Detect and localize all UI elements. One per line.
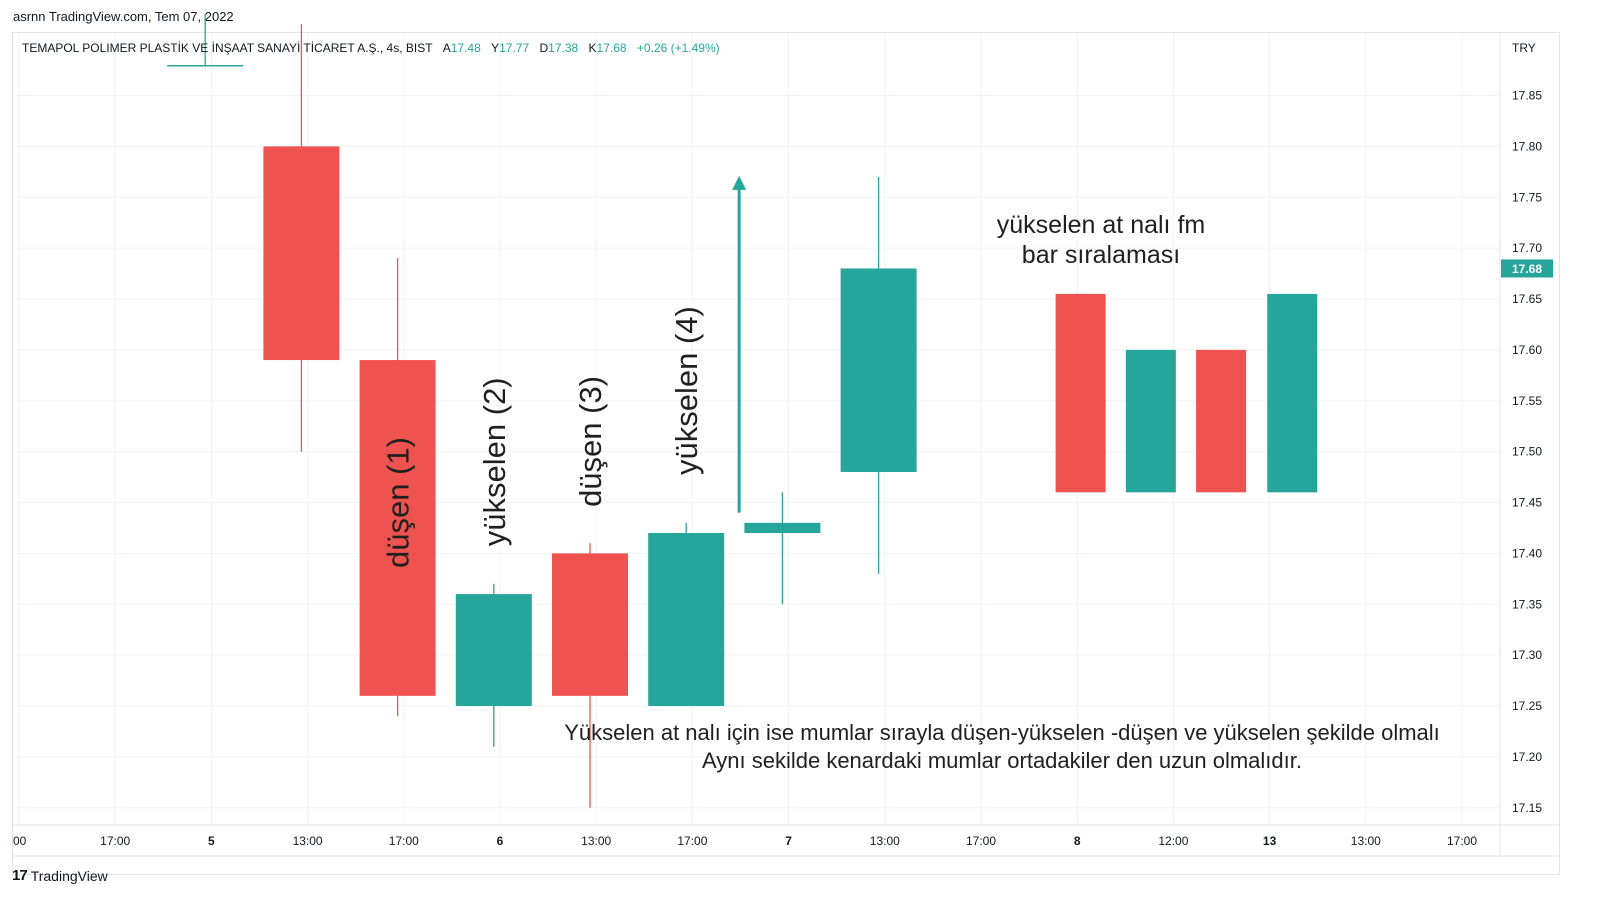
illustration-bar bbox=[1055, 293, 1106, 493]
arrow-head bbox=[732, 175, 747, 190]
price-tick-label: 17.85 bbox=[1512, 89, 1542, 103]
last-price-label: 17.68 bbox=[1512, 262, 1542, 276]
candle-label: düşen (1) bbox=[381, 437, 416, 568]
candle-up bbox=[167, 64, 244, 67]
price-tick-label: 17.55 bbox=[1512, 394, 1542, 408]
time-tick-label: 8 bbox=[1074, 834, 1081, 848]
currency-label: TRY bbox=[1512, 41, 1536, 55]
candle-down bbox=[359, 360, 436, 696]
time-tick-label: 17:00 bbox=[100, 834, 130, 848]
tradingview-logo-icon: 17 bbox=[12, 867, 28, 884]
candle-up bbox=[455, 594, 532, 706]
candle-label: düşen (3) bbox=[573, 376, 608, 507]
time-tick-label: 5 bbox=[208, 834, 215, 848]
price-tick-label: 17.15 bbox=[1512, 801, 1542, 815]
time-tick-label: 13:00 bbox=[1351, 834, 1381, 848]
illustration-title-line1: yükselen at nalı fm bbox=[997, 211, 1205, 239]
illustration-title-line2: bar sıralaması bbox=[1022, 241, 1180, 269]
price-tick-label: 17.50 bbox=[1512, 445, 1542, 459]
snapshot-header: asrnn TradingView.com, Tem 07, 2022 bbox=[13, 9, 234, 24]
candle-up bbox=[840, 268, 917, 472]
high-label: Y bbox=[491, 41, 500, 55]
illustration-bar bbox=[1196, 349, 1247, 493]
candle-label: yükselen (4) bbox=[669, 306, 704, 475]
price-tick-label: 17.20 bbox=[1512, 750, 1542, 764]
low-value: 17.38 bbox=[548, 41, 579, 55]
price-tick-label: 17.45 bbox=[1512, 496, 1542, 510]
time-tick-label: 17:00 bbox=[389, 834, 419, 848]
time-tick-label: 7 bbox=[785, 834, 792, 848]
annotation-line1: Yükselen at nalı için ise mumlar sırayla… bbox=[564, 720, 1440, 745]
time-tick-label: 12:00 bbox=[1158, 834, 1188, 848]
time-tick-label: 17:00 bbox=[1447, 834, 1477, 848]
time-tick-label: 13:00 bbox=[870, 834, 900, 848]
open-value: 17.48 bbox=[450, 41, 481, 55]
price-tick-label: 17.25 bbox=[1512, 699, 1542, 713]
price-tick-label: 17.80 bbox=[1512, 139, 1542, 153]
low-label: D bbox=[539, 41, 549, 55]
close-value: 17.68 bbox=[596, 41, 627, 55]
annotation-line2: Aynı sekilde kenardaki mumlar ortadakile… bbox=[702, 748, 1302, 773]
price-tick-label: 17.75 bbox=[1512, 190, 1542, 204]
candle-label: yükselen (2) bbox=[477, 377, 512, 546]
tradingview-brand: TradingView bbox=[30, 867, 108, 884]
time-tick-label: 17:00 bbox=[677, 834, 707, 848]
candle-up bbox=[648, 533, 725, 706]
time-tick-label: 17:00 bbox=[966, 834, 996, 848]
open-label: A bbox=[442, 41, 451, 55]
price-tick-label: 17.35 bbox=[1512, 597, 1542, 611]
high-value: 17.77 bbox=[499, 41, 530, 55]
price-tick-label: 17.40 bbox=[1512, 546, 1542, 560]
close-label: K bbox=[588, 41, 597, 55]
time-tick-label: 13:00 bbox=[581, 834, 611, 848]
illustration-bar bbox=[1267, 293, 1318, 493]
price-tick-label: 17.65 bbox=[1512, 292, 1542, 306]
candle-up bbox=[744, 522, 821, 534]
candle-down bbox=[263, 146, 340, 361]
time-tick-label: 13 bbox=[1263, 834, 1277, 848]
candle-down bbox=[552, 553, 628, 696]
change-value: +0.26 (+1.49%) bbox=[636, 41, 720, 55]
symbol-name: TEMAPOL POLIMER PLASTİK VE İNŞAAT SANAYİ… bbox=[22, 41, 433, 55]
illustration-bar bbox=[1125, 349, 1176, 493]
time-tick-label: 00 bbox=[13, 834, 27, 848]
price-tick-label: 17.30 bbox=[1512, 648, 1542, 662]
last-price-tag bbox=[1501, 259, 1553, 278]
symbol-legend: TEMAPOL POLIMER PLASTİK VE İNŞAAT SANAYİ… bbox=[22, 41, 720, 55]
chart-frame bbox=[12, 32, 1560, 875]
time-tick-label: 13:00 bbox=[293, 834, 323, 848]
price-tick-label: 17.70 bbox=[1512, 241, 1542, 255]
price-tick-label: 17.60 bbox=[1512, 343, 1542, 357]
time-tick-label: 6 bbox=[497, 834, 504, 848]
tradingview-logo[interactable]: 17 TradingView bbox=[12, 867, 108, 884]
